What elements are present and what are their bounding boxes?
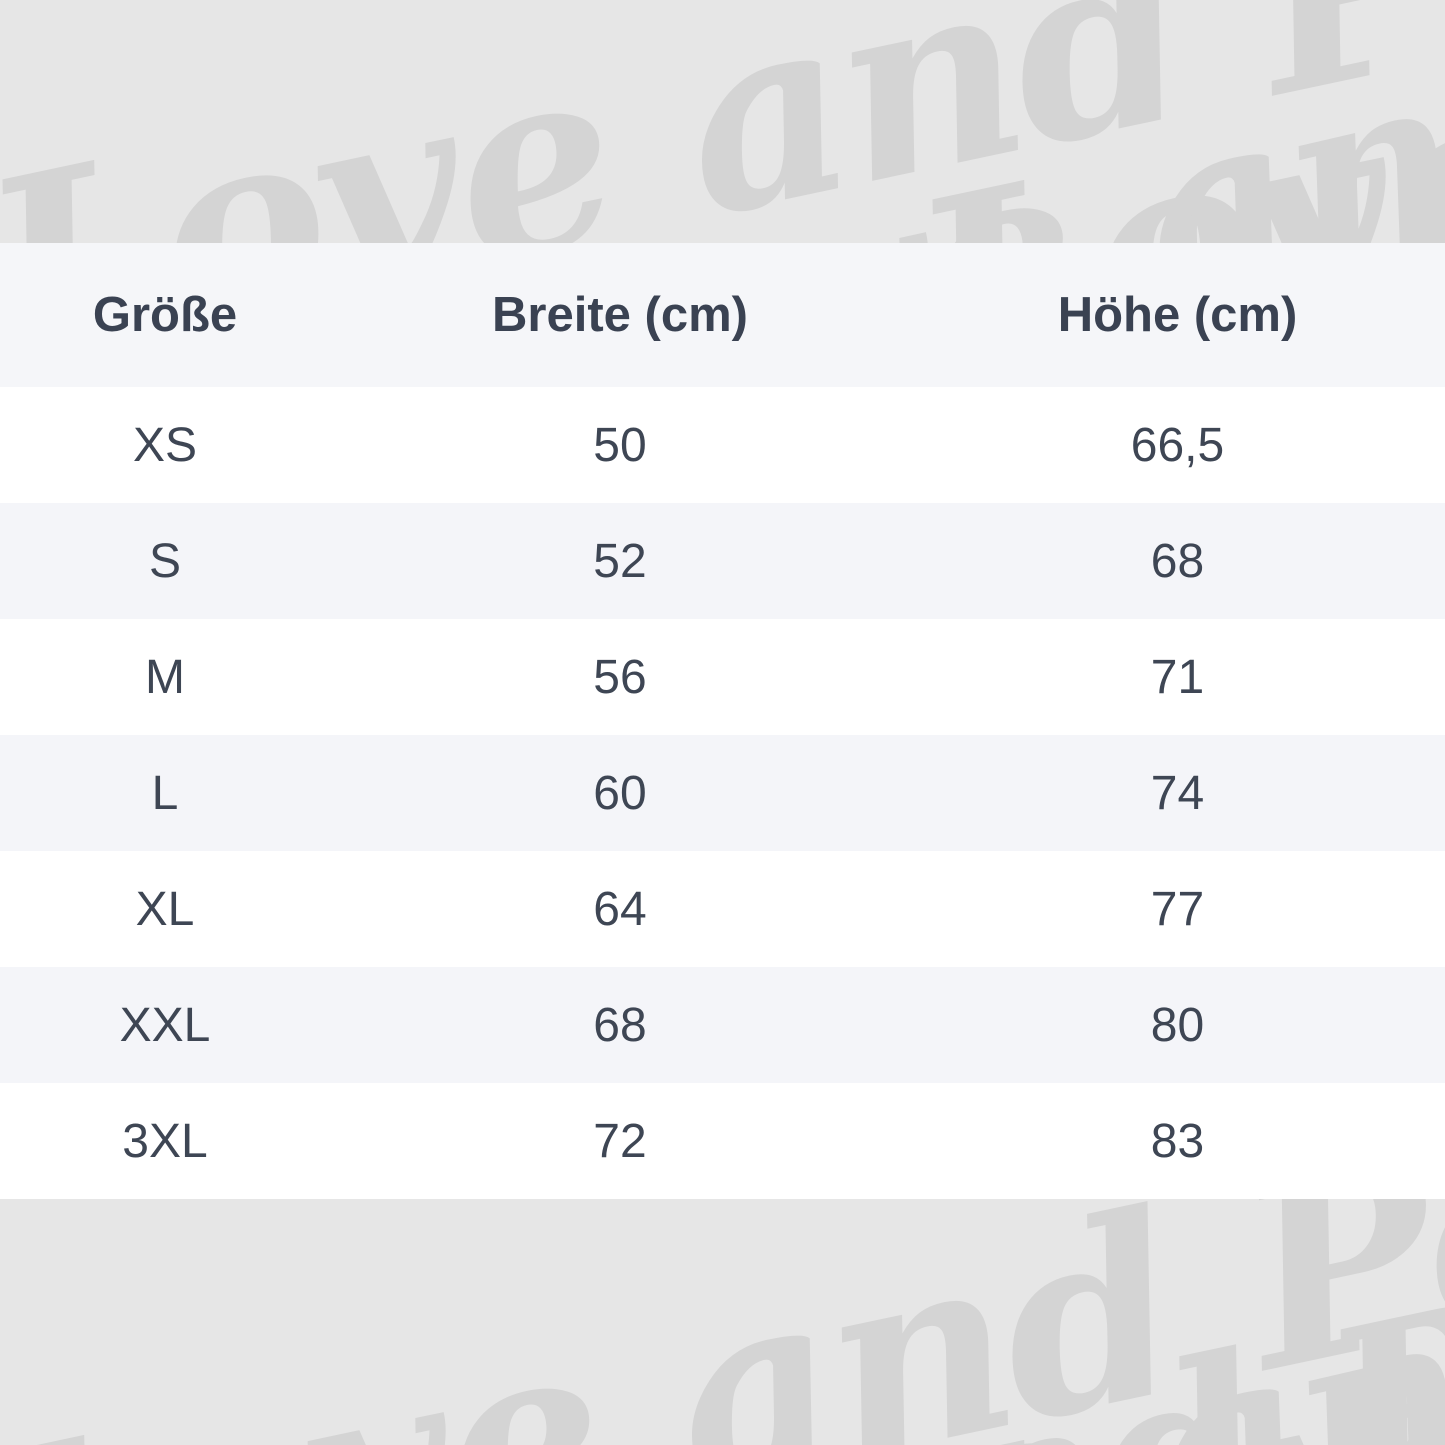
header-row: Größe Breite (cm) Höhe (cm) (0, 243, 1445, 387)
table-body: XS 50 66,5 S 52 68 M 56 71 L 60 74 XL 64 (0, 387, 1445, 1199)
cell-height: 74 (910, 735, 1445, 851)
table-row: 3XL 72 83 (0, 1083, 1445, 1199)
size-chart-panel: Größe Breite (cm) Höhe (cm) XS 50 66,5 S… (0, 243, 1445, 1199)
cell-width: 60 (330, 735, 910, 851)
cell-size: XS (0, 387, 330, 503)
table-row: XXL 68 80 (0, 967, 1445, 1083)
cell-size: S (0, 503, 330, 619)
cell-size: XL (0, 851, 330, 967)
cell-height: 66,5 (910, 387, 1445, 503)
cell-height: 71 (910, 619, 1445, 735)
size-chart-table: Größe Breite (cm) Höhe (cm) XS 50 66,5 S… (0, 243, 1445, 1199)
cell-width: 56 (330, 619, 910, 735)
cell-size: 3XL (0, 1083, 330, 1199)
cell-width: 52 (330, 503, 910, 619)
cell-width: 72 (330, 1083, 910, 1199)
table-row: M 56 71 (0, 619, 1445, 735)
cell-size: M (0, 619, 330, 735)
cell-height: 77 (910, 851, 1445, 967)
cell-height: 68 (910, 503, 1445, 619)
cell-size: L (0, 735, 330, 851)
column-header-width: Breite (cm) (330, 243, 910, 387)
table-row: XL 64 77 (0, 851, 1445, 967)
cell-width: 68 (330, 967, 910, 1083)
table-row: S 52 68 (0, 503, 1445, 619)
cell-width: 64 (330, 851, 910, 967)
column-header-height: Höhe (cm) (910, 243, 1445, 387)
table-row: XS 50 66,5 (0, 387, 1445, 503)
table-header: Größe Breite (cm) Höhe (cm) (0, 243, 1445, 387)
cell-height: 83 (910, 1083, 1445, 1199)
cell-width: 50 (330, 387, 910, 503)
table-row: L 60 74 (0, 735, 1445, 851)
column-header-size: Größe (0, 243, 330, 387)
cell-height: 80 (910, 967, 1445, 1083)
cell-size: XXL (0, 967, 330, 1083)
